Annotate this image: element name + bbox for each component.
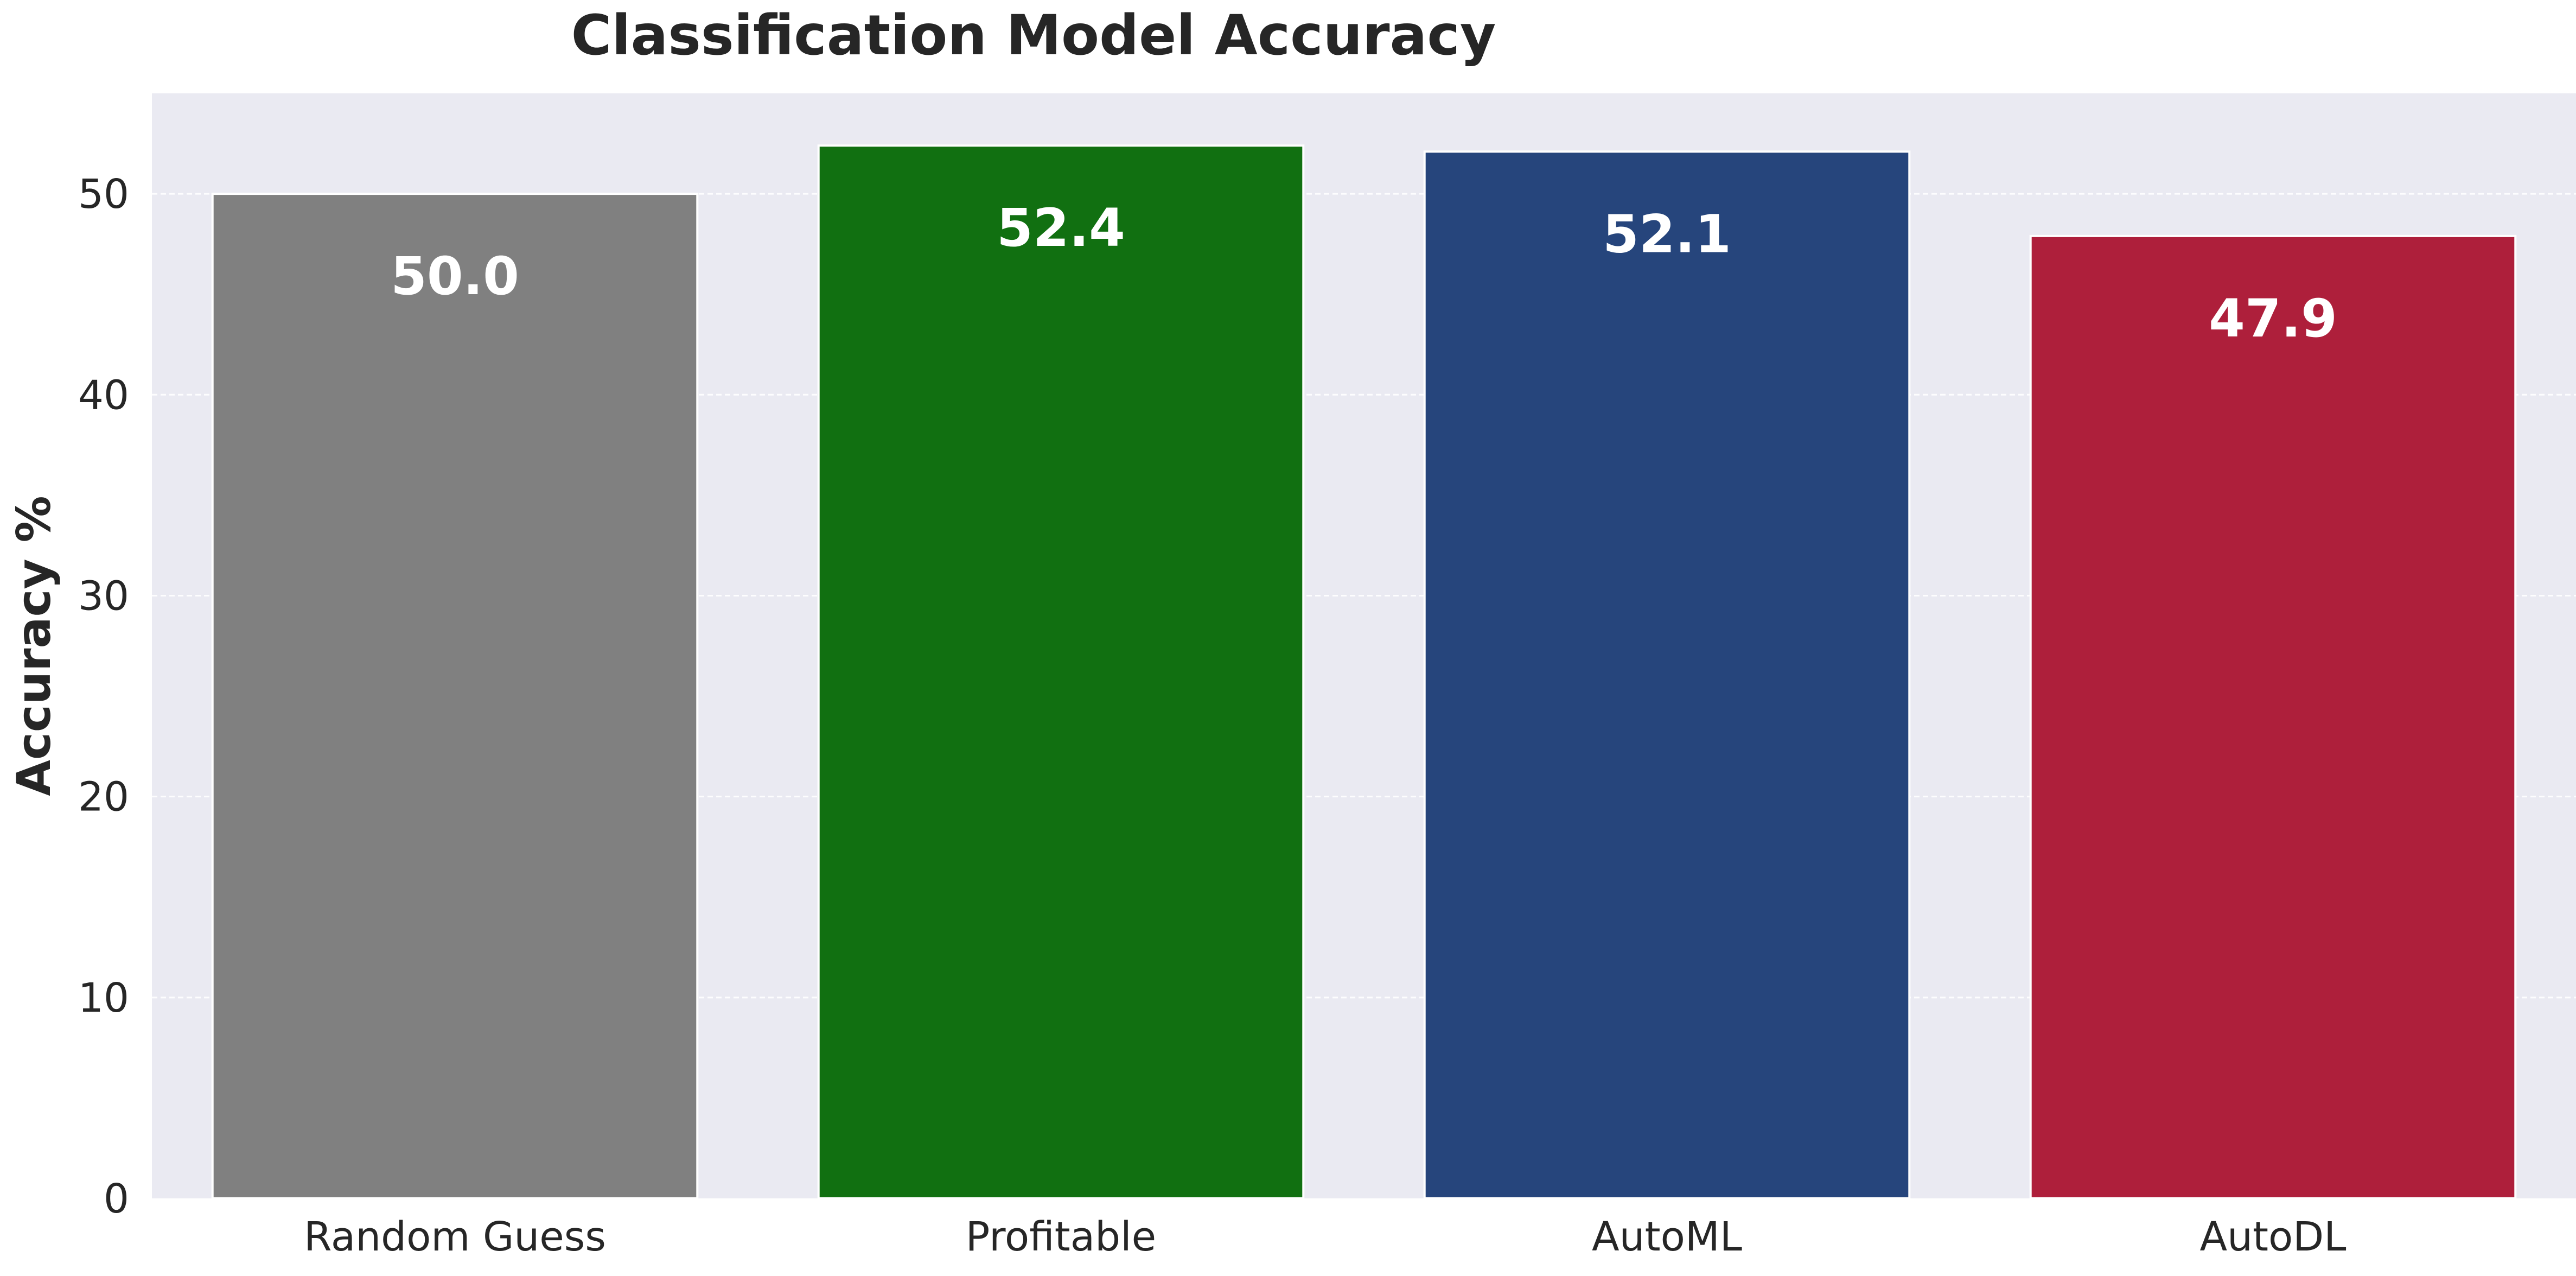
bar-profitable bbox=[817, 144, 1305, 1199]
y-tick-label: 10 bbox=[78, 975, 129, 1021]
y-tick-label: 20 bbox=[78, 774, 129, 821]
y-tick-label: 0 bbox=[104, 1176, 129, 1222]
bars bbox=[211, 144, 2517, 1199]
y-tick-label: 40 bbox=[78, 372, 129, 418]
x-tick-label: AutoDL bbox=[2199, 1214, 2346, 1260]
x-tick-label: AutoML bbox=[1592, 1214, 1742, 1260]
y-axis-ticks: 0 10 20 30 40 50 bbox=[78, 171, 129, 1222]
x-tick-label: Profitable bbox=[966, 1214, 1156, 1260]
data-label: 52.1 bbox=[1603, 204, 1731, 264]
bar-automl bbox=[1423, 150, 1911, 1199]
bar-autodl bbox=[2029, 234, 2517, 1199]
chart-title: Classification Model Accuracy bbox=[571, 3, 1496, 68]
y-tick-label: 50 bbox=[78, 171, 129, 218]
data-label: 47.9 bbox=[2209, 288, 2337, 349]
x-axis-ticks: Random Guess Profitable AutoML AutoDL bbox=[304, 1214, 2346, 1260]
x-tick-label: Random Guess bbox=[304, 1214, 606, 1260]
y-axis-label: Accuracy % bbox=[7, 496, 61, 796]
data-labels: 50.0 52.4 52.1 47.9 bbox=[391, 198, 2337, 349]
bar-random-guess bbox=[211, 193, 699, 1199]
y-tick-label: 30 bbox=[78, 573, 129, 619]
data-label: 52.4 bbox=[997, 198, 1125, 258]
data-label: 50.0 bbox=[391, 246, 519, 307]
